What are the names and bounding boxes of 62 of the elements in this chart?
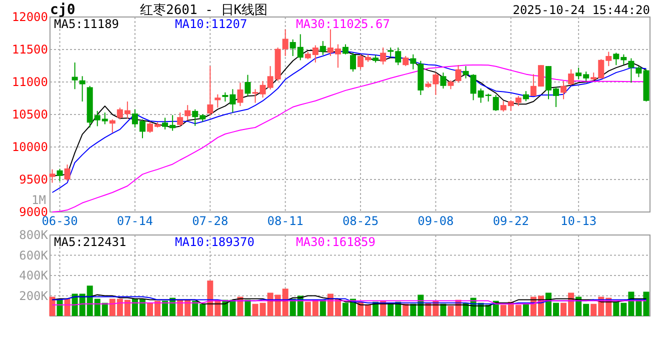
x-tick-label: 07-28 (192, 214, 228, 228)
candlestick (207, 66, 214, 116)
candlestick (109, 118, 116, 134)
text: MA10:189370 (175, 235, 254, 249)
candlestick (64, 164, 70, 182)
text: 1M (32, 193, 46, 207)
candlestick (455, 64, 462, 84)
candlestick (214, 94, 221, 108)
text: MA30:11025.67 (296, 17, 390, 31)
y-tick-label: 10500 (12, 108, 48, 122)
candlestick (402, 56, 409, 67)
candlestick (568, 68, 574, 86)
x-tick-label: 09-08 (418, 214, 454, 228)
candlestick (522, 90, 529, 102)
x-tick-label: 08-11 (267, 214, 304, 228)
bar (49, 296, 56, 316)
text: MA30:161859 (296, 235, 376, 249)
candlestick (177, 112, 184, 128)
candlestick (49, 168, 56, 184)
bar (64, 298, 70, 316)
y-tick-label: 12000 (12, 10, 48, 24)
candlestick (237, 82, 244, 107)
text: MA10:11207 (175, 17, 248, 31)
candlestick (410, 54, 416, 70)
candlestick (184, 104, 191, 121)
x-tick-label: 10-13 (560, 214, 597, 228)
candlestick (320, 40, 326, 56)
candlestick (560, 80, 567, 100)
y-tick-label: 200K (19, 288, 49, 303)
x-tick-label: 08-25 (342, 214, 379, 228)
candlestick (462, 66, 469, 79)
candlestick (380, 47, 386, 65)
y-tick-label: 600K (19, 248, 49, 262)
y-tick-label: 10000 (12, 140, 48, 154)
candlestick (72, 62, 78, 90)
annotation: 2025-10-24 15:44:20 (512, 3, 650, 17)
bar (522, 304, 529, 316)
bar (244, 300, 251, 316)
candlestick (628, 58, 634, 84)
candlestick (79, 76, 86, 102)
candlestick (282, 28, 288, 56)
text: MA5:11189 (54, 17, 120, 31)
candlestick (350, 52, 356, 72)
bar (56, 300, 63, 316)
text: MA5:212431 (54, 235, 126, 249)
candlestick (56, 168, 63, 182)
chart-title: cj0 (50, 2, 76, 18)
bar (440, 304, 446, 316)
candlestick (492, 94, 499, 112)
chart-subtitle: 红枣2601 - 日K线图 (140, 3, 268, 18)
candlestick (342, 44, 348, 55)
x-tick-label: 09-22 (492, 214, 529, 228)
y-tick-label: 9500 (19, 172, 48, 186)
x-tick-label: 07-14 (116, 214, 154, 228)
candlestick (440, 72, 446, 89)
y-tick-label: 11000 (12, 75, 48, 89)
y-tick-label: 400K (19, 268, 49, 282)
candlestick (244, 74, 251, 96)
bar (320, 300, 326, 316)
bar (402, 304, 409, 316)
y-tick-label: 11500 (12, 42, 48, 56)
y-tick-label: 800K (19, 228, 49, 242)
